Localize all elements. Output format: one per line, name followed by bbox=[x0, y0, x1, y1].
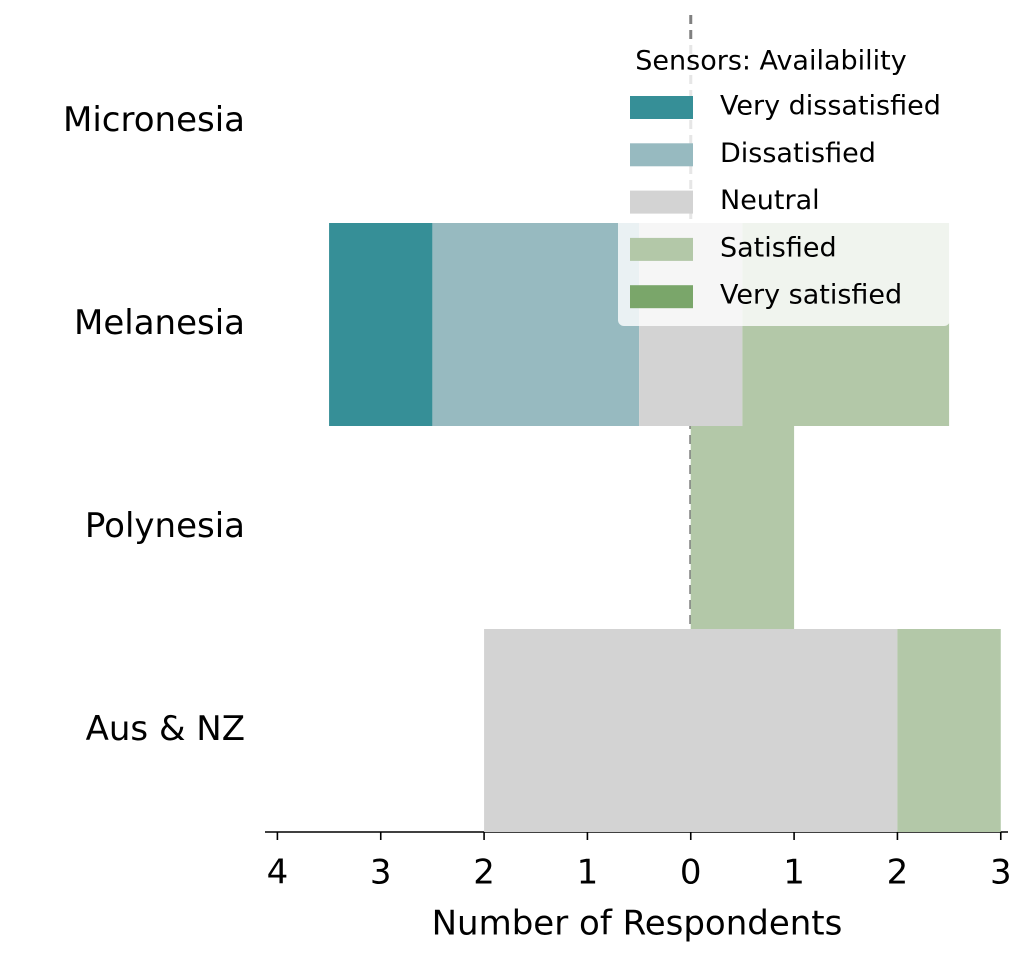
x-tick-label: 2 bbox=[473, 853, 495, 893]
legend-swatch bbox=[630, 190, 693, 214]
legend-title: Sensors: Availability bbox=[635, 46, 906, 77]
legend-swatch bbox=[630, 237, 693, 261]
legend-box bbox=[618, 40, 950, 326]
x-axis-title: Number of Respondents bbox=[432, 904, 843, 944]
bar-segment bbox=[329, 223, 433, 426]
x-tick-label: 3 bbox=[990, 853, 1012, 893]
bar-segment bbox=[484, 629, 898, 832]
y-tick-label: Aus & NZ bbox=[86, 709, 245, 749]
x-tick-label: 1 bbox=[577, 853, 599, 893]
x-tick-label: 3 bbox=[370, 853, 392, 893]
bar-segment bbox=[897, 629, 1001, 832]
x-tick-label: 4 bbox=[267, 853, 289, 893]
legend-swatch bbox=[630, 285, 693, 309]
legend-label: Neutral bbox=[720, 185, 820, 216]
x-tick-label: 1 bbox=[783, 853, 805, 893]
legend-label: Satisfied bbox=[720, 232, 837, 263]
y-tick-label: Melanesia bbox=[74, 303, 245, 343]
x-tick-label: 0 bbox=[680, 853, 702, 893]
legend-label: Dissatisfied bbox=[720, 138, 876, 169]
legend-label: Very satisfied bbox=[720, 280, 902, 311]
bar-segment bbox=[690, 426, 795, 629]
y-tick-label: Micronesia bbox=[63, 100, 245, 140]
bar-segment bbox=[432, 223, 640, 426]
y-tick-label: Polynesia bbox=[85, 506, 245, 546]
legend-label: Very dissatisfied bbox=[720, 91, 941, 122]
x-tick-label: 2 bbox=[887, 853, 909, 893]
legend-swatch bbox=[630, 143, 693, 167]
legend-swatch bbox=[630, 96, 693, 119]
